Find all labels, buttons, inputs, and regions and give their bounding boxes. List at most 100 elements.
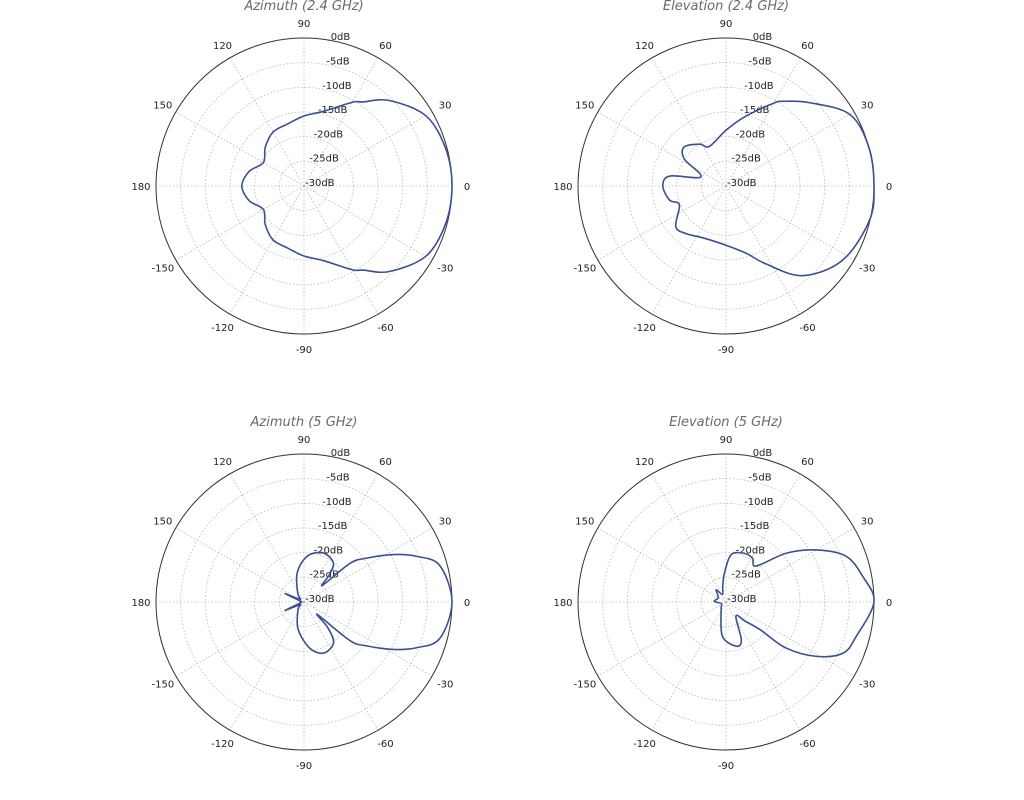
radiation-pattern-line xyxy=(241,98,453,274)
angle-tick-label: 120 xyxy=(635,457,654,468)
angle-tick-label: -120 xyxy=(211,323,234,334)
angle-tick-label: -60 xyxy=(377,739,393,750)
polar-plot: 0 30 60 90 120 150 180 -150 -120 -90 -60 -30 0dB -5dB… xyxy=(553,435,892,772)
angle-tick-label: -90 xyxy=(296,345,312,356)
angle-tick-label: -90 xyxy=(296,761,312,772)
angle-tick-label: 60 xyxy=(801,457,814,468)
grid-spoke xyxy=(303,111,433,187)
angle-tick-label: 60 xyxy=(379,41,392,52)
grid-spoke xyxy=(725,185,801,315)
radiation-pattern-line xyxy=(713,549,875,658)
angle-tick-label: -30 xyxy=(859,264,875,275)
angle-tick-label: -120 xyxy=(633,323,656,334)
angle-tick-label: 180 xyxy=(131,182,150,193)
radial-tick-label: -20dB xyxy=(314,545,344,556)
radial-tick-label: -20dB xyxy=(736,129,766,140)
grid-spoke xyxy=(303,601,433,677)
angle-tick-label: 30 xyxy=(861,517,874,528)
polar-plot: 0 30 60 90 120 150 180 -150 -120 -90 -60 -30 0dB -5dB… xyxy=(553,19,892,356)
angle-tick-label: -150 xyxy=(151,264,174,275)
angle-tick-label: 180 xyxy=(553,182,572,193)
angle-tick-label: 150 xyxy=(575,517,594,528)
radial-tick-label: -30dB xyxy=(305,594,335,605)
radial-tick-label: -10dB xyxy=(322,497,352,508)
radial-tick-label: -25dB xyxy=(731,154,761,165)
angle-tick-label: -30 xyxy=(437,680,453,691)
grid-spoke xyxy=(725,57,801,187)
angle-tick-label: 60 xyxy=(379,457,392,468)
angle-tick-label: 180 xyxy=(131,598,150,609)
angle-tick-label: 0 xyxy=(464,598,470,609)
grid-spoke xyxy=(725,601,801,731)
angle-tick-label: -150 xyxy=(151,680,174,691)
angle-tick-label: 90 xyxy=(720,435,733,446)
radial-tick-label: -10dB xyxy=(322,81,352,92)
angle-tick-label: 150 xyxy=(153,517,172,528)
grid-spoke xyxy=(651,185,727,315)
angle-tick-label: 180 xyxy=(553,598,572,609)
radial-tick-label: 0dB xyxy=(331,448,351,459)
chart-azimuth-5ghz: Azimuth (5 GHz) 0 30 60 90 120 150 180 -150 -120… xyxy=(94,415,514,800)
radiation-pattern-line xyxy=(284,551,453,655)
radial-tick-label: -20dB xyxy=(736,545,766,556)
radial-tick-label: -15dB xyxy=(318,521,348,532)
chart-elevation-5ghz: Elevation (5 GHz) 0 30 60 90 120 150 180 -150 -1… xyxy=(516,415,936,800)
grid-spoke xyxy=(725,473,801,603)
angle-tick-label: 0 xyxy=(886,598,892,609)
radial-tick-label: -10dB xyxy=(744,497,774,508)
radial-tick-label: -20dB xyxy=(314,129,344,140)
angle-tick-label: 90 xyxy=(298,435,311,446)
grid-spoke xyxy=(725,111,855,187)
chart-azimuth-2-4ghz: Azimuth (2.4 GHz) 0 30 60 90 120 150 180 -150 -1… xyxy=(94,0,514,384)
grid-spoke xyxy=(175,111,305,187)
grid-spoke xyxy=(229,473,305,603)
grid-spoke xyxy=(303,185,379,315)
radial-tick-label: -25dB xyxy=(309,154,339,165)
radial-tick-label: -5dB xyxy=(326,473,349,484)
grid-spoke xyxy=(597,527,727,603)
chart-title: Elevation (5 GHz) xyxy=(669,415,783,430)
angle-tick-label: 60 xyxy=(801,41,814,52)
angle-tick-label: -120 xyxy=(633,739,656,750)
radial-tick-label: -5dB xyxy=(326,57,349,68)
angle-tick-label: 120 xyxy=(213,457,232,468)
radial-tick-label: 0dB xyxy=(753,32,773,43)
grid-spoke xyxy=(651,601,727,731)
radial-tick-label: -10dB xyxy=(744,81,774,92)
grid-spoke xyxy=(175,185,305,261)
grid-spoke xyxy=(651,57,727,187)
angle-tick-label: 30 xyxy=(439,101,452,112)
radial-tick-label: 0dB xyxy=(331,32,351,43)
angle-tick-label: 120 xyxy=(635,41,654,52)
angle-tick-label: -120 xyxy=(211,739,234,750)
polar-plot: 0 30 60 90 120 150 180 -150 -120 -90 -60 -30 0dB -5dB… xyxy=(131,435,470,772)
radial-tick-label: -25dB xyxy=(309,570,339,581)
radial-tick-label: -15dB xyxy=(318,105,348,116)
radial-tick-label: -15dB xyxy=(740,521,770,532)
radial-tick-label: -5dB xyxy=(748,57,771,68)
chart-title: Elevation (2.4 GHz) xyxy=(662,0,790,14)
grid-spoke xyxy=(229,57,305,187)
angle-tick-label: 0 xyxy=(464,182,470,193)
radial-tick-label: -30dB xyxy=(305,178,335,189)
angle-tick-label: -90 xyxy=(718,761,734,772)
angle-tick-label: -60 xyxy=(799,323,815,334)
radial-tick-label: -30dB xyxy=(727,178,757,189)
angle-tick-label: 0 xyxy=(886,182,892,193)
angle-tick-label: -150 xyxy=(573,680,596,691)
angle-tick-label: -30 xyxy=(437,264,453,275)
angle-tick-label: -90 xyxy=(718,345,734,356)
angle-tick-label: -150 xyxy=(573,264,596,275)
grid-spoke xyxy=(175,527,305,603)
chart-title: Azimuth (5 GHz) xyxy=(250,415,358,430)
grid-spoke xyxy=(175,601,305,677)
grid-spoke xyxy=(725,185,855,261)
radial-tick-label: -25dB xyxy=(731,570,761,581)
angle-tick-label: -30 xyxy=(859,680,875,691)
grid-spoke xyxy=(303,57,379,187)
angle-tick-label: -60 xyxy=(799,739,815,750)
radiation-pattern-line xyxy=(662,100,875,277)
radial-tick-label: -30dB xyxy=(727,594,757,605)
grid-spoke xyxy=(597,111,727,187)
grid-spoke xyxy=(725,601,855,677)
